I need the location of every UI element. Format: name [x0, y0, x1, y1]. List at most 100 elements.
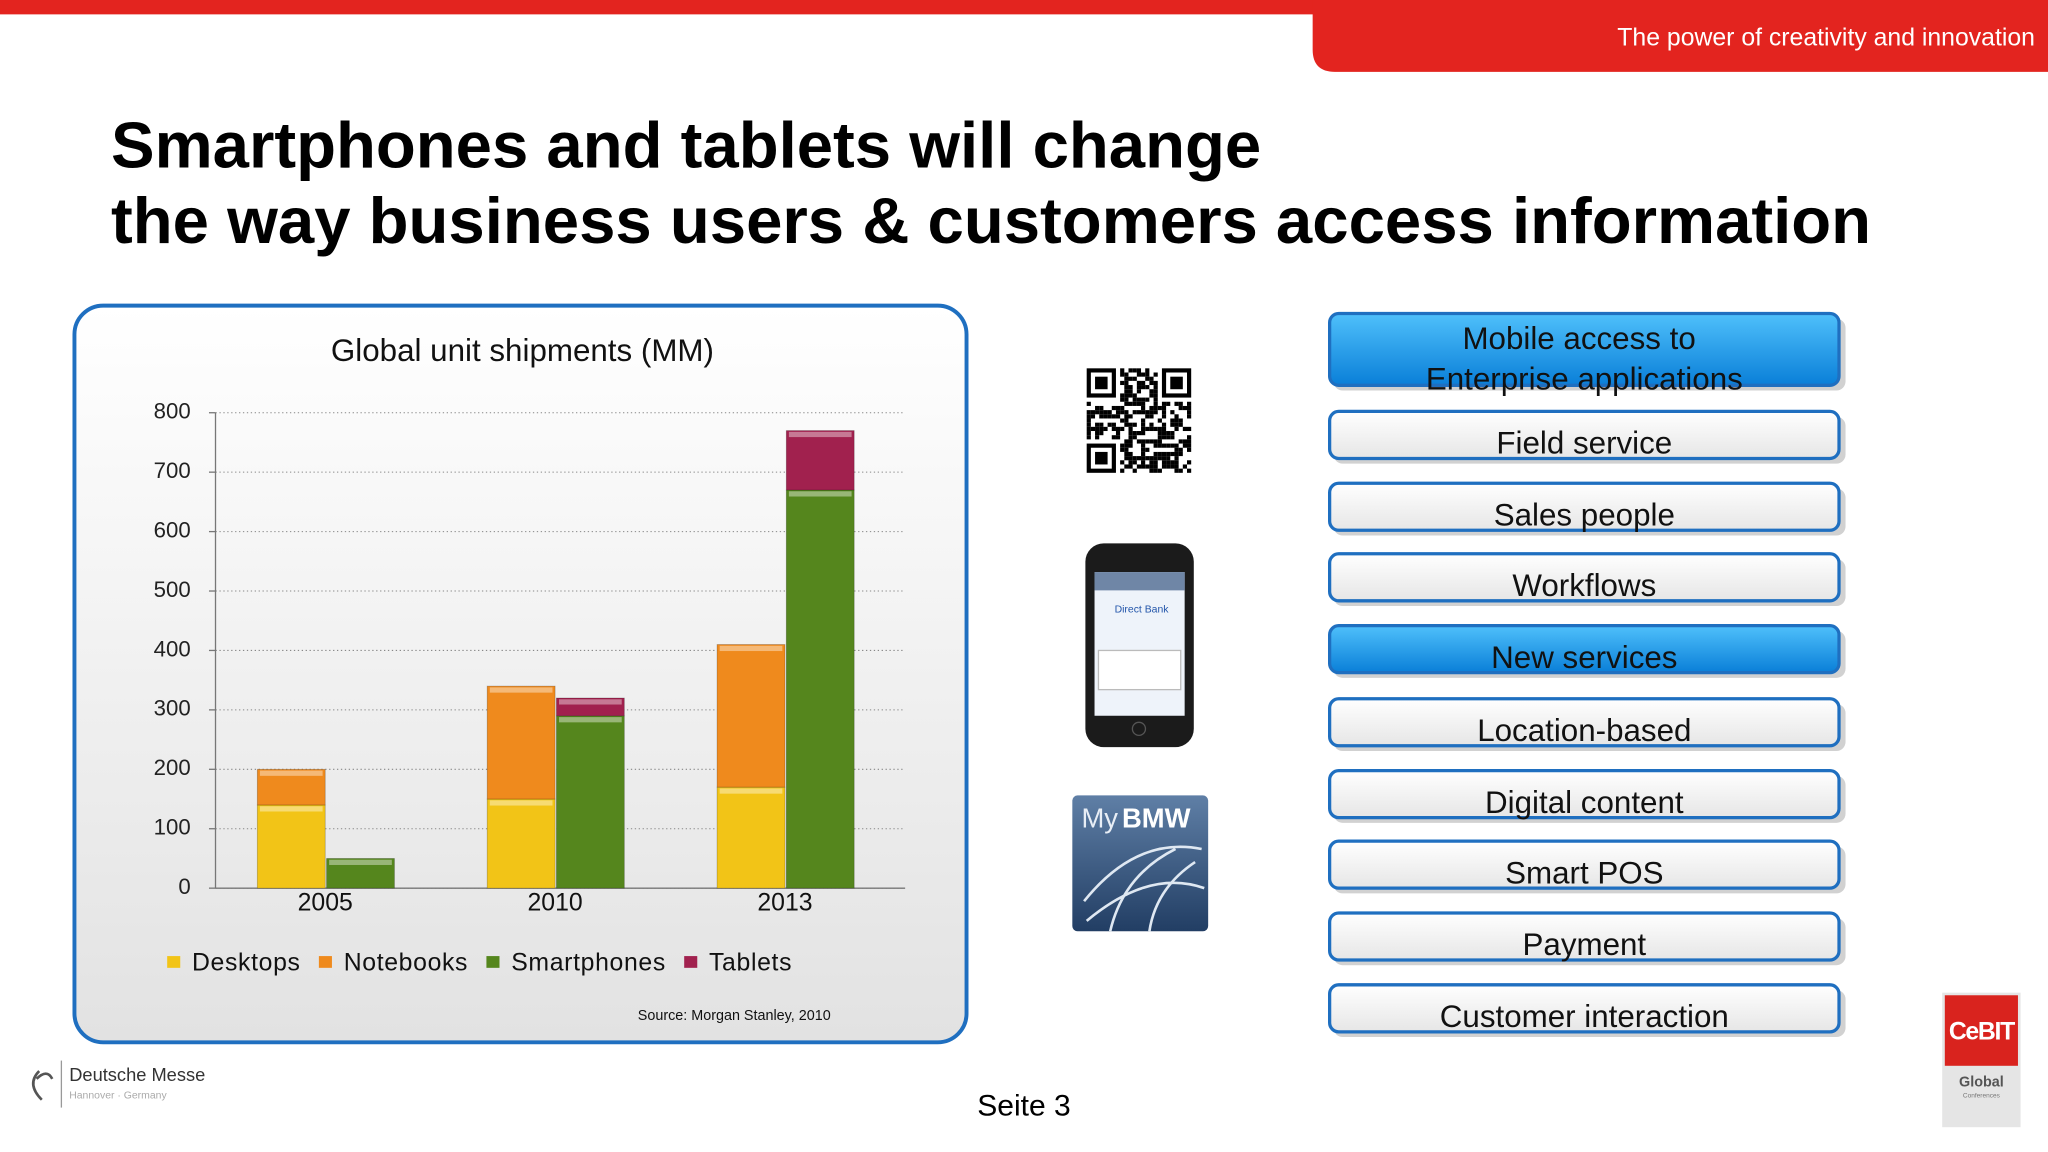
qr-module [1132, 422, 1137, 427]
button[interactable] [1328, 409, 1841, 461]
qr-module [1141, 410, 1146, 415]
chart: 0 100 200 300 400 500 600 700 800 2005 2010 2013 Des… [154, 399, 906, 976]
button-label: Enterprise applications [1426, 362, 1743, 397]
qr-module [1178, 418, 1183, 423]
qr-module [1166, 460, 1171, 465]
qr-module [1136, 464, 1142, 469]
qr-module [1124, 414, 1129, 419]
app-icon-text: My [1081, 802, 1118, 833]
qr-module [1178, 451, 1183, 457]
bar-shine [719, 788, 783, 794]
qr-module [1124, 376, 1129, 381]
qr-module [1174, 418, 1179, 423]
title-line: the way business users & customers acces… [111, 184, 1871, 257]
qr-module [1153, 389, 1158, 394]
qr-module [1086, 431, 1091, 436]
button[interactable] [1328, 983, 1841, 1034]
y-tick-label: 800 [154, 399, 191, 424]
qr-module [1132, 435, 1137, 440]
qr-module [1136, 368, 1142, 373]
qr-module [1095, 405, 1100, 411]
qr-module [1141, 405, 1146, 411]
qr-module [1141, 422, 1146, 427]
button[interactable] [1328, 552, 1841, 603]
header-tab [1312, 0, 2048, 72]
button[interactable] [1328, 697, 1841, 748]
button[interactable] [1328, 481, 1841, 532]
y-tick-label: 200 [154, 755, 191, 780]
legend-swatch [486, 956, 500, 968]
bar-shine [788, 491, 852, 497]
qr-module [1187, 401, 1192, 406]
qr-module [1141, 431, 1146, 436]
y-tick-label: 700 [154, 458, 191, 483]
qr-module [1145, 439, 1150, 444]
qr-module [1161, 443, 1167, 448]
qr-module [1174, 447, 1179, 452]
bar-segment [716, 644, 786, 788]
qr-module [1187, 426, 1192, 432]
qr-module [1145, 376, 1150, 381]
qr-module [1145, 410, 1150, 415]
app-icon-text: BMW [1122, 802, 1191, 833]
qr-module [1086, 401, 1091, 406]
qr-module [1124, 385, 1129, 390]
qr-module [1132, 401, 1137, 406]
app-icon [1072, 795, 1209, 932]
qr-module [1153, 464, 1158, 469]
legend-swatch [167, 956, 181, 968]
qr-module [1136, 456, 1142, 461]
qr-module [1157, 456, 1162, 461]
qr-module [1170, 431, 1175, 436]
button[interactable] [1328, 911, 1841, 962]
qr-module [1120, 447, 1125, 452]
qr-module [1157, 426, 1162, 432]
qr-module [1149, 389, 1154, 394]
qr-module [1170, 464, 1175, 469]
button[interactable] [1328, 839, 1841, 890]
qr-module [1178, 439, 1183, 444]
qr-module [1095, 431, 1100, 436]
qr-module [1099, 414, 1104, 419]
qr-module [1141, 418, 1146, 423]
qr-module [1174, 460, 1179, 465]
qr-module [1187, 439, 1192, 444]
qr-module [1174, 426, 1179, 432]
qr-module [1182, 464, 1188, 469]
qr-module [1136, 380, 1142, 386]
qr-module [1182, 439, 1188, 444]
qr-module [1124, 418, 1129, 423]
tagline: The power of creativity and innovation [1617, 25, 2035, 52]
qr-module [1178, 401, 1183, 406]
qr-module [1141, 426, 1146, 432]
qr-module [1174, 468, 1179, 473]
qr-module [1161, 405, 1167, 411]
qr-module [1086, 426, 1091, 432]
qr-module [1182, 426, 1188, 432]
bar-segment [486, 798, 556, 889]
qr-module [1120, 426, 1125, 432]
qr-module [1170, 435, 1175, 440]
qr-module [1170, 422, 1175, 427]
qr-module [1166, 451, 1171, 457]
qr-module [1111, 426, 1116, 432]
qr-module [1103, 414, 1108, 419]
qr-module [1153, 410, 1158, 415]
qr-module [1170, 460, 1175, 465]
y-tick-label: 300 [154, 696, 191, 721]
button[interactable] [1328, 768, 1841, 820]
button[interactable] [1328, 624, 1841, 675]
qr-module [1120, 443, 1125, 448]
qr-module [1086, 435, 1091, 440]
button[interactable] [1328, 311, 1841, 387]
qr-module [1099, 431, 1104, 436]
qr-module [1166, 456, 1171, 461]
page-number: Seite 3 [977, 1090, 1071, 1123]
qr-code [1086, 368, 1192, 473]
qr-module [1161, 410, 1167, 415]
button-label: Smart POS [1505, 855, 1663, 890]
qr-module [1090, 410, 1096, 415]
bar-shine [788, 431, 852, 438]
qr-module [1149, 410, 1154, 415]
qr-module [1111, 414, 1116, 419]
